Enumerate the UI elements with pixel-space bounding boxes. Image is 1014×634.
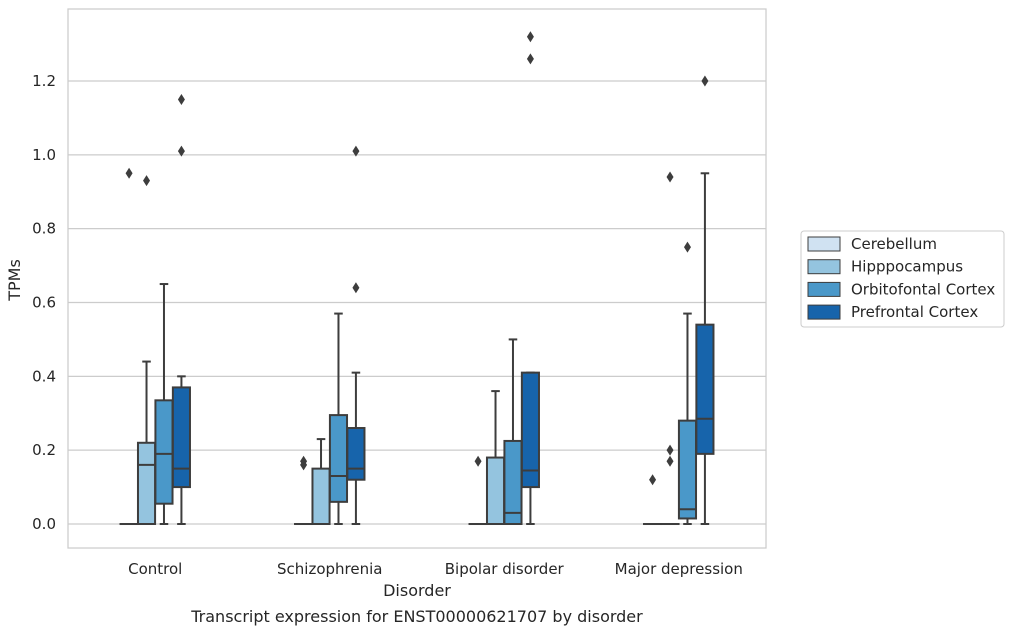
box-cerebellum <box>119 167 139 526</box>
plot-area-frame <box>67 8 767 549</box>
outlier-point <box>666 444 674 456</box>
box-body <box>346 427 366 481</box>
box-orbitofontal-cortex <box>677 241 698 526</box>
legend: Cerebellum Hipppocampus Orbitofontal Corte… <box>800 230 1005 328</box>
outlier-point <box>649 474 657 486</box>
y-tick-label: 0.2 <box>32 441 56 459</box>
box-hipppocampus <box>136 175 157 526</box>
outlier-point <box>526 31 534 43</box>
box-cerebellum <box>294 455 314 526</box>
outlier-point <box>526 53 534 65</box>
box-orbitofontal-cortex <box>154 283 174 526</box>
box-prefrontal-cortex <box>695 75 715 526</box>
box-body <box>520 371 540 489</box>
x-tick-label: Bipolar disorder <box>445 560 565 578</box>
legend-swatch <box>807 281 841 297</box>
outlier-point <box>177 145 185 157</box>
outlier-point <box>666 171 674 183</box>
legend-swatch <box>807 236 841 252</box>
legend-swatch <box>807 304 841 320</box>
legend-label: Cerebellum <box>851 235 937 253</box>
x-tick-label: Control <box>128 560 182 578</box>
x-tick-label: Schizophrenia <box>277 560 382 578</box>
outlier-point <box>300 459 308 471</box>
chart-caption: Transcript expression for ENST0000062170… <box>190 607 643 626</box>
y-tick-label: 0.8 <box>32 220 56 238</box>
x-axis-title: Disorder <box>383 581 451 600</box>
box-body <box>171 386 191 489</box>
y-tick-label: 1.0 <box>32 146 56 164</box>
y-tick-label: 0.4 <box>32 367 56 385</box>
outlier-point <box>701 75 709 87</box>
box-body <box>136 441 157 526</box>
y-tick-label: 0.6 <box>32 293 56 311</box>
y-tick-label: 1.2 <box>32 72 56 90</box>
outlier-point <box>177 93 185 105</box>
legend-frame <box>800 230 1005 328</box>
box-body <box>311 467 331 526</box>
outlier-point <box>352 145 360 157</box>
box-orbitofontal-cortex <box>328 312 349 526</box>
x-tick-label: Major depression <box>615 560 743 578</box>
box-hipppocampus <box>485 390 506 526</box>
outlier-point <box>683 241 691 253</box>
x-tick-labels: Control Schizophrenia Bipolar disorder Majo… <box>128 560 743 578</box>
legend-label: Orbitofontal Cortex <box>851 280 995 298</box>
box-body <box>503 439 523 526</box>
box-plot-series <box>119 31 715 526</box>
outlier-point <box>666 455 674 467</box>
box-body <box>328 414 349 503</box>
outlier-point <box>474 455 482 467</box>
legend-label: Hipppocampus <box>851 258 963 276</box>
box-cerebellum <box>643 474 663 526</box>
outlier-point <box>352 282 360 294</box>
box-body <box>154 399 174 505</box>
box-cerebellum <box>468 455 488 526</box>
legend-swatch <box>807 259 841 275</box>
box-prefrontal-cortex <box>346 145 366 526</box>
outlier-point <box>125 167 133 179</box>
box-body <box>485 456 506 526</box>
outlier-point <box>143 175 151 187</box>
legend-label: Prefrontal Cortex <box>851 303 978 321</box>
box-body <box>677 419 698 520</box>
box-prefrontal-cortex <box>171 93 191 526</box>
box-body <box>695 323 715 455</box>
box-hipppocampus <box>311 438 331 526</box>
y-tick-labels: 0.0 0.2 0.4 0.6 0.8 1.0 1.2 <box>32 72 56 533</box>
box-hipppocampus <box>660 171 680 526</box>
box-orbitofontal-cortex <box>503 338 523 526</box>
y-tick-label: 0.0 <box>32 515 56 533</box>
y-axis-title: TPMs <box>5 259 24 302</box>
box-prefrontal-cortex <box>520 31 540 526</box>
